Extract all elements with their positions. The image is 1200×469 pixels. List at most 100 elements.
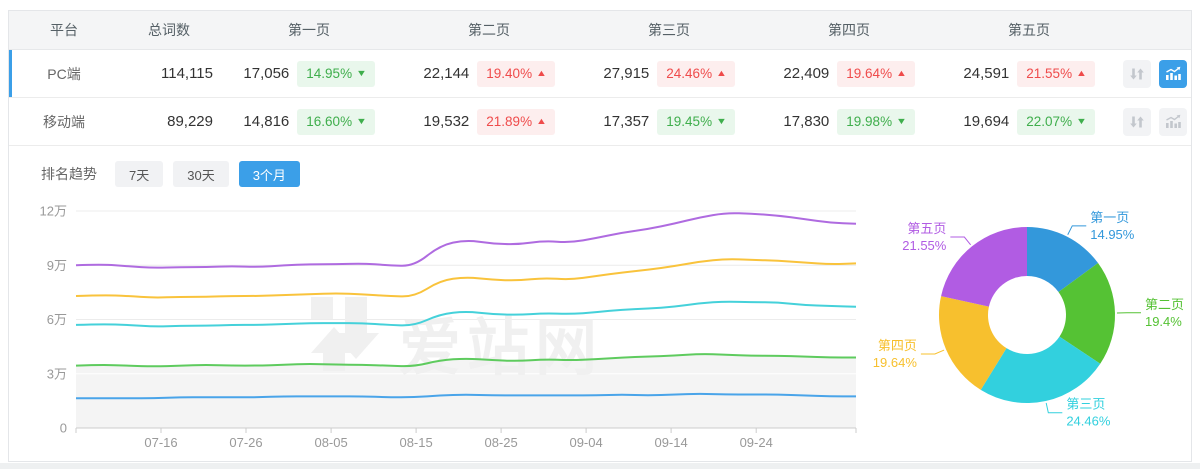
x-tick-label: 09-14 xyxy=(654,435,687,450)
donut-label-5: 第五页 21.55% xyxy=(902,221,947,253)
trend-chart-icon xyxy=(1166,66,1181,80)
change-percent: 21.89% xyxy=(486,114,533,129)
page-count-value: 14,816 xyxy=(243,113,290,130)
change-badge: 16.60% ▼ xyxy=(297,108,375,135)
tab-3-months[interactable]: 3个月 xyxy=(238,161,300,187)
change-percent: 16.60% xyxy=(306,114,353,129)
col-header-page-3: 第三页 xyxy=(648,22,690,38)
page-3-cell: 27,915 24.46% ▲ xyxy=(579,60,759,87)
y-tick-label: 3万 xyxy=(47,366,67,381)
change-percent: 19.98% xyxy=(846,114,893,129)
page-4-cell: 22,409 19.64% ▲ xyxy=(759,60,939,87)
label-leader-line xyxy=(1045,402,1063,414)
change-badge: 19.40% ▲ xyxy=(477,60,555,87)
donut-label-3: 第三页 24.46% xyxy=(1066,397,1111,429)
change-badge: 21.89% ▲ xyxy=(477,108,555,135)
page-count-value: 19,532 xyxy=(423,113,470,130)
page-count-value: 22,144 xyxy=(423,65,470,82)
page-count-value: 17,830 xyxy=(783,113,830,130)
col-header-page-2: 第二页 xyxy=(468,22,510,38)
change-percent: 19.64% xyxy=(846,66,893,81)
donut-slice-5[interactable] xyxy=(941,227,1027,307)
page-5-cell: 24,591 21.55% ▲ xyxy=(939,60,1119,87)
green-line xyxy=(75,353,856,368)
charts-area: 爱站网 07-16 07-26 08-05 08-15 08-25 09-04 09-14 09… xyxy=(9,199,1191,464)
donut-label-4: 第四页 19.64% xyxy=(873,338,918,370)
donut-slice-1[interactable] xyxy=(1027,227,1099,292)
trend-range-tabs: 7天 30天 3个月 xyxy=(115,161,300,187)
change-percent: 21.55% xyxy=(1026,66,1073,81)
change-badge: 19.98% ▼ xyxy=(837,108,915,135)
col-header-page-1: 第一页 xyxy=(288,22,330,38)
page-count-value: 22,409 xyxy=(783,65,830,82)
change-percent: 24.46% xyxy=(666,66,713,81)
page-count-value: 24,591 xyxy=(963,65,1010,82)
total-words-value: 89,229 xyxy=(167,113,213,130)
label-leader-line xyxy=(1067,225,1087,235)
page-2-cell: 19,532 21.89% ▲ xyxy=(399,108,579,135)
label-leader-line xyxy=(920,349,945,355)
platform-label: 移动端 xyxy=(43,113,85,130)
trend-section-label: 排名趋势 xyxy=(41,166,97,182)
x-tick-label: 09-04 xyxy=(569,435,602,450)
page-count-value: 19,694 xyxy=(963,113,1010,130)
svg-text:爱站网: 爱站网 xyxy=(399,314,603,383)
sort-updown-icon xyxy=(1130,116,1144,127)
yellow-line xyxy=(75,258,857,299)
page-5-cell: 19,694 22.07% ▼ xyxy=(939,108,1119,135)
donut-chart-svg: 第一页 14.95% 第二页 19.4% 第三页 24.46% 第四页 19.64% 第五页 21… xyxy=(873,210,1184,429)
trend-chart-button[interactable] xyxy=(1159,107,1187,136)
x-tick-label: 07-16 xyxy=(144,435,177,450)
page-count-value: 17,056 xyxy=(243,65,290,82)
sort-updown-icon xyxy=(1130,68,1144,79)
tab-7-days[interactable]: 7天 xyxy=(115,161,164,187)
trend-down-icon: ▼ xyxy=(715,116,728,126)
table-body: PC端 114,115 17,056 14.95% ▼ 22,144 19.40% ▲ 27,9… xyxy=(9,50,1191,146)
trend-down-icon: ▼ xyxy=(1075,116,1088,126)
donut-label-2: 第二页 19.4% xyxy=(1145,297,1184,329)
trend-chart-button[interactable] xyxy=(1159,59,1187,88)
keyword-rank-card: 平台 总词数 第一页 第二页 第三页 第四页 第五页 PC端 114,115 17,… xyxy=(8,10,1192,462)
trend-line-chart: 爱站网 07-16 07-26 08-05 08-15 08-25 09-04 09-14 09… xyxy=(9,199,864,464)
change-badge: 21.55% ▲ xyxy=(1017,60,1095,87)
col-header-platform: 平台 xyxy=(50,22,78,38)
platform-label: PC端 xyxy=(47,65,81,82)
change-badge: 14.95% ▼ xyxy=(297,60,375,87)
table-row-mobile[interactable]: 移动端 89,229 14,816 16.60% ▼ 19,532 21.89% ▲ 17,35… xyxy=(9,98,1191,146)
y-tick-label: 0 xyxy=(60,421,67,436)
trend-down-icon: ▼ xyxy=(355,116,368,126)
change-badge: 22.07% ▼ xyxy=(1017,108,1095,135)
page-1-cell: 14,816 16.60% ▼ xyxy=(219,108,399,135)
table-header: 平台 总词数 第一页 第二页 第三页 第四页 第五页 xyxy=(9,11,1191,50)
x-tick-label: 09-24 xyxy=(740,435,773,450)
sort-rank-button[interactable] xyxy=(1123,107,1151,136)
page-3-cell: 17,357 19.45% ▼ xyxy=(579,108,759,135)
col-header-total-words: 总词数 xyxy=(148,22,190,38)
x-tick-label: 07-26 xyxy=(229,435,262,450)
blue-line xyxy=(76,392,856,400)
page-4-cell: 17,830 19.98% ▼ xyxy=(759,108,939,135)
trend-up-icon: ▲ xyxy=(535,116,548,126)
x-tick-label: 08-15 xyxy=(399,435,432,450)
donut-slice-3[interactable] xyxy=(980,336,1101,404)
change-badge: 24.46% ▲ xyxy=(657,60,735,87)
trend-up-icon: ▲ xyxy=(895,68,908,78)
change-badge: 19.64% ▲ xyxy=(837,60,915,87)
col-header-page-5: 第五页 xyxy=(1008,22,1050,38)
trend-up-icon: ▲ xyxy=(535,68,548,78)
label-leader-line xyxy=(950,236,972,246)
sort-rank-button[interactable] xyxy=(1123,59,1151,88)
trend-down-icon: ▼ xyxy=(895,116,908,126)
green-line-area xyxy=(76,354,856,428)
donut-slice-2[interactable] xyxy=(1058,263,1116,364)
change-percent: 14.95% xyxy=(306,66,353,81)
row-actions xyxy=(1119,107,1191,136)
donut-slice-4[interactable] xyxy=(938,296,1007,390)
table-row-pc[interactable]: PC端 114,115 17,056 14.95% ▼ 22,144 19.40% ▲ 27,9… xyxy=(9,50,1191,98)
trend-chart-icon xyxy=(1166,114,1181,128)
change-badge: 19.45% ▼ xyxy=(657,108,735,135)
trend-down-icon: ▼ xyxy=(355,68,368,78)
trend-up-icon: ▲ xyxy=(715,68,728,78)
tab-30-days[interactable]: 30天 xyxy=(173,161,229,187)
